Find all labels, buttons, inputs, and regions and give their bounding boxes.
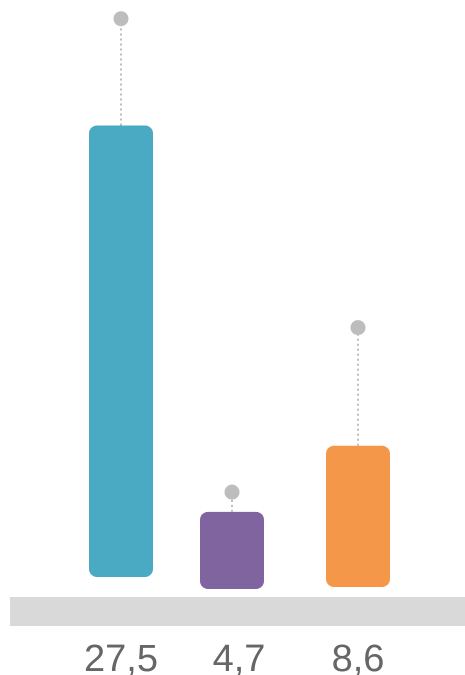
errorbars-group bbox=[113, 11, 366, 512]
value-label-3: 8,6 bbox=[332, 638, 385, 675]
bar-3 bbox=[326, 445, 390, 587]
errorbar-cap-3 bbox=[350, 320, 366, 336]
errorbar-cap-2 bbox=[224, 484, 240, 500]
errorbar-cap-1 bbox=[113, 11, 129, 27]
bar-1 bbox=[89, 125, 153, 577]
bar-2 bbox=[200, 511, 264, 589]
value-label-2: 4,7 bbox=[213, 638, 266, 675]
value-labels-group: 27,5 4,7 8,6 bbox=[84, 638, 384, 675]
value-label-1: 27,5 bbox=[84, 638, 158, 675]
baseline-band bbox=[10, 597, 465, 626]
bars-group bbox=[89, 125, 390, 589]
